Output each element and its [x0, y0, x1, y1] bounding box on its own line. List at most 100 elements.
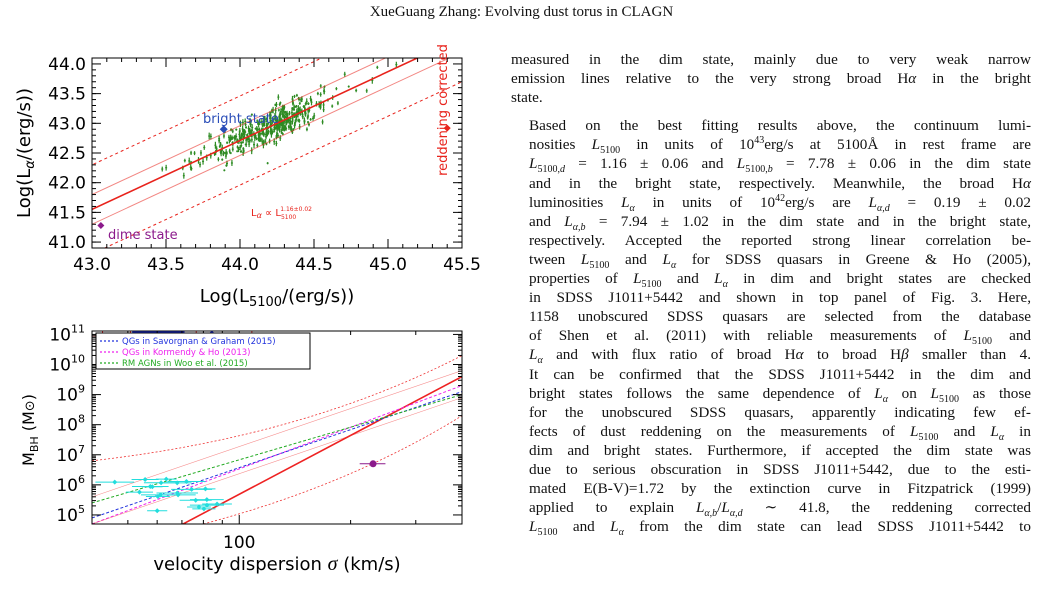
qg-point-red [183, 301, 188, 306]
text-line: due to serious obscuration in SDSS J1011… [529, 460, 1031, 478]
rm-agn-point [201, 506, 207, 512]
qg-point-red [289, 272, 294, 277]
qg-point-red [154, 319, 159, 324]
plot-frame [91, 57, 463, 249]
msigma-relations [92, 355, 462, 524]
rm-agn-point [154, 508, 160, 514]
best-fit-line [92, 58, 420, 211]
text-line: L5100,d = 1.16 ± 0.06 and L5100,b = 7.78… [529, 155, 1031, 176]
x-tick-label: 45.5 [443, 255, 481, 275]
legend: QGs in Savorgnan & Graham (2015) QGs in … [95, 332, 311, 370]
bright-state-point [219, 125, 228, 134]
qg-point-red [164, 313, 169, 318]
qg-point-red [162, 319, 167, 324]
figure-3: 43.0 43.5 44.0 44.5 45.0 45.5 41.0 41.5 42.0 42.5… [14, 44, 481, 575]
text-line: fects of dust reddening on the measureme… [529, 422, 1031, 443]
qg-point-red [339, 220, 344, 225]
y-tick-label: 44.0 [48, 55, 86, 75]
qg-point-red [346, 253, 351, 258]
text-line: tween L5100 and Lα for SDSS quasars in G… [529, 250, 1031, 271]
scatter-band-line [92, 58, 451, 225]
qg-point-red [189, 309, 194, 314]
rm-agn-point [147, 484, 153, 490]
qg-point-blue [133, 321, 138, 326]
scatter-band-line [92, 58, 387, 196]
text-line: mated E(B-V)=1.72 by the extinction curv… [529, 480, 1031, 498]
running-header: XueGuang Zhang: Evolving dust torus in C… [369, 4, 674, 20]
scatter-band-line [92, 58, 323, 166]
text-line: respectively. Accepted the reported stro… [529, 231, 1031, 249]
text-line: for the unobscured SDSS quasars, apparen… [529, 403, 1031, 421]
y-tick-label: 106 [56, 473, 85, 496]
x-tick-label: 43.5 [147, 255, 185, 275]
qg-point-red [137, 293, 142, 298]
y-tick-label: 109 [56, 383, 85, 406]
rm-agn-point [174, 480, 180, 486]
qg-point-red [194, 323, 199, 328]
text-line: nosities L5100 in units of 1043erg/s at … [529, 135, 1031, 157]
rm-agn-point [158, 492, 164, 498]
bottom-x-axis-label: velocity dispersion σ (km/s) [153, 553, 400, 575]
y-tick-label: 1011 [49, 322, 85, 345]
qg-point-red [193, 303, 198, 308]
qg-point-red [211, 318, 216, 323]
text-line: Lα and with flux ratio of broad Hα to br… [529, 346, 1031, 367]
envelope-upper [92, 355, 462, 462]
x-tick-label: 44.0 [221, 255, 259, 275]
rm-agn-point [196, 504, 202, 510]
text-line: It can be confirmed that the SDSS J1011+… [529, 365, 1031, 383]
text-line: luminosities Lα in units of 1042erg/s ar… [529, 192, 1031, 214]
top-x-axis-label: Log(L5100/(erg/s)) [200, 286, 354, 310]
envelope-band [92, 370, 462, 498]
qg-point-blue [334, 260, 339, 265]
reddening-corrected-label: reddening corrected [436, 44, 451, 176]
qg-point-red [179, 295, 184, 300]
rm-agn-point [136, 489, 142, 495]
qg-point-red [300, 277, 305, 282]
legend-entry-kormendy: QGs in Kormendy & Ho (2013) [122, 348, 250, 358]
top-y-axis-label: Log(Lα/(erg/s)) [14, 88, 38, 218]
text-line: and in the bright state, respectively. M… [529, 174, 1031, 192]
qg-point-red [279, 272, 284, 277]
qg-point-blue [185, 313, 190, 318]
qg-point-blue [217, 308, 222, 313]
envelope-band [92, 397, 462, 524]
text-line: emission lines relative to the very stro… [511, 70, 1031, 88]
y-tick-label: 107 [56, 443, 85, 466]
x-tick-label: 43.0 [73, 255, 111, 275]
text-line: dim and bright states. Furthermore, if a… [529, 441, 1031, 459]
rm-agn-point [163, 476, 169, 482]
qg-point-red [212, 307, 217, 312]
qg-point-red [345, 250, 350, 255]
qg-point-blue [168, 313, 173, 318]
qg-point-red [193, 292, 198, 297]
text-line: bright states follows the same dependenc… [529, 384, 1031, 405]
top-axes: 43.0 43.5 44.0 44.5 45.0 45.5 41.0 41.5 42.0 42.5… [48, 55, 481, 275]
rm-agn-point [142, 477, 148, 483]
qg-point-red [193, 307, 198, 312]
qg-point-blue [149, 314, 154, 319]
qg-point-red [269, 287, 274, 292]
rm-agn-point [174, 490, 180, 496]
bright-state-label: bright state [203, 112, 279, 127]
qg-point-red [358, 238, 363, 243]
dim-state-point [97, 221, 105, 229]
qg-point-red [193, 295, 198, 300]
qg-point-red [128, 325, 133, 330]
text-line: of Shen et al. (2011) with reliable meas… [529, 327, 1032, 348]
x-tick-label: 45.0 [369, 255, 407, 275]
text-line: properties of L5100 and Lα in dim and br… [529, 270, 1031, 291]
qg-point-red [233, 322, 238, 327]
top-chart: 43.0 43.5 44.0 44.5 45.0 45.5 41.0 41.5 42.0 42.5… [14, 44, 481, 310]
y-tick-label: 42.0 [48, 174, 86, 194]
rm-agn-point [204, 497, 210, 503]
msigma-relation-line [92, 394, 462, 504]
qg-point-blue [175, 319, 180, 324]
qg-point-blue [145, 315, 150, 320]
dim-state-label: dime state [108, 228, 178, 243]
qg-point-red [184, 315, 189, 320]
rm-agn-point [202, 486, 208, 492]
paragraph-2: Based on the best fitting results above,… [511, 116, 1032, 538]
qg-point-red [263, 263, 268, 268]
y-tick-label: 1010 [49, 353, 85, 376]
